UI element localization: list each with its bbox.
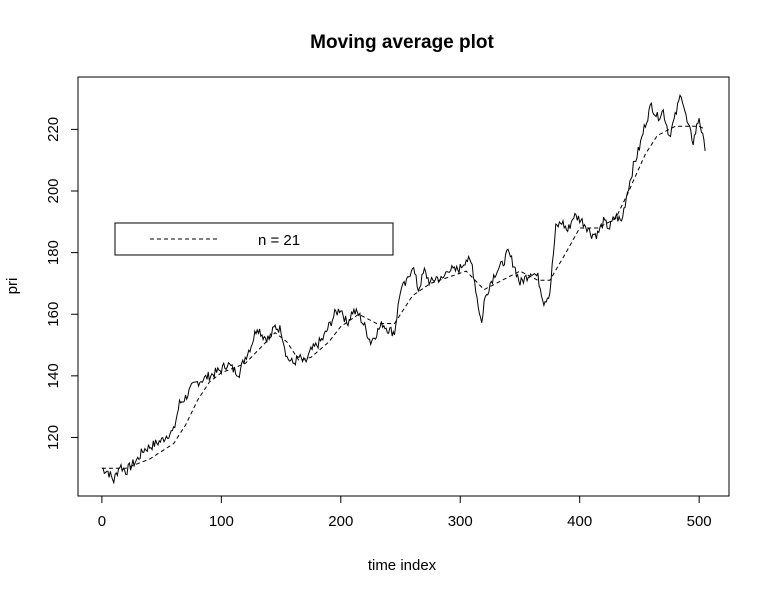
x-axis-label: time index: [368, 557, 437, 574]
legend: n = 21: [114, 222, 394, 256]
y-tick-label: 140: [45, 363, 62, 388]
legend-box: [114, 222, 394, 256]
x-axis: 0 100 200 300 400 500: [98, 495, 712, 530]
y-tick-label: 120: [45, 425, 62, 450]
x-tick-label: 100: [209, 513, 234, 530]
y-axis-label: pri: [4, 278, 21, 295]
x-tick-label: 500: [687, 513, 712, 530]
chart-title: Moving average plot: [310, 32, 494, 53]
moving-average-line: [101, 125, 706, 469]
y-tick-label: 160: [45, 302, 62, 327]
series-layer: [101, 94, 706, 485]
x-tick-label: 200: [328, 513, 353, 530]
y-tick-label: 180: [45, 240, 62, 265]
y-tick-label: 200: [45, 178, 62, 203]
x-tick-label: 300: [448, 513, 473, 530]
x-tick-label: 0: [98, 513, 106, 530]
y-axis: 120 140 160 180 200 220: [45, 117, 79, 450]
y-tick-label: 220: [45, 117, 62, 142]
x-tick-label: 400: [567, 513, 592, 530]
legend-label: n = 21: [258, 232, 300, 249]
plot-frame: [77, 76, 730, 497]
price-series-line: [101, 94, 706, 485]
